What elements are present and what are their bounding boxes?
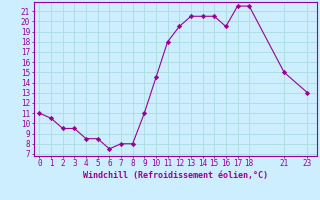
X-axis label: Windchill (Refroidissement éolien,°C): Windchill (Refroidissement éolien,°C) — [83, 171, 268, 180]
